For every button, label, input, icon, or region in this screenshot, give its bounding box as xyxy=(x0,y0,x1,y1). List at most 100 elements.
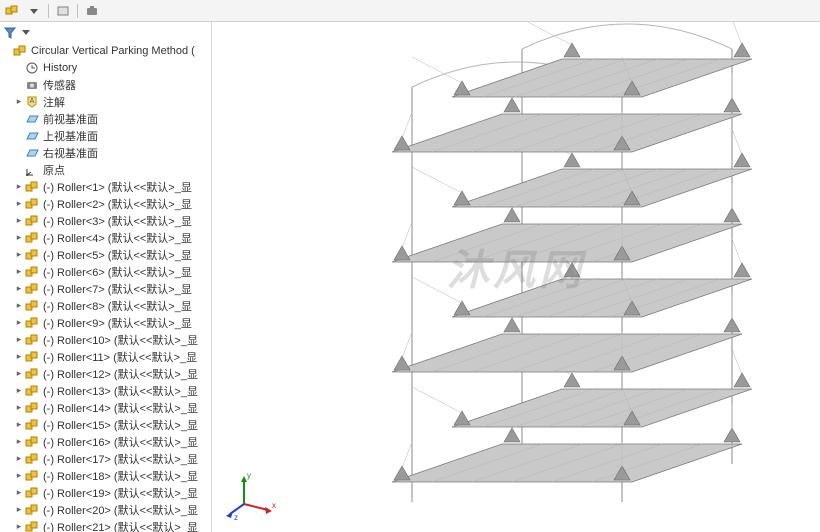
tree-item-roller-3[interactable]: ▸ (-) Roller<3> (默认<<默认>_显 xyxy=(0,212,211,229)
tree-item-roller-15[interactable]: ▸ (-) Roller<15> (默认<<默认>_显 xyxy=(0,416,211,433)
tree-item-history-0[interactable]: History xyxy=(0,59,211,76)
tree-item-annotation-2[interactable]: ▸A注解 xyxy=(0,93,211,110)
tree-expander[interactable]: ▸ xyxy=(14,402,24,413)
tree-root-assembly[interactable]: Circular Vertical Parking Method ( xyxy=(0,42,211,59)
tree-item-label: (-) Roller<2> (默认<<默认>_显 xyxy=(43,196,192,212)
assembly-icon[interactable] xyxy=(4,3,20,19)
tree-item-plane-5[interactable]: 右视基准面 xyxy=(0,144,211,161)
tree-filter-row[interactable] xyxy=(0,24,211,42)
tree-item-roller-8[interactable]: ▸ (-) Roller<8> (默认<<默认>_显 xyxy=(0,297,211,314)
tree-expander[interactable]: ▸ xyxy=(14,249,24,260)
tree-item-roller-7[interactable]: ▸ (-) Roller<7> (默认<<默认>_显 xyxy=(0,280,211,297)
tree-item-roller-20[interactable]: ▸ (-) Roller<20> (默认<<默认>_显 xyxy=(0,501,211,518)
subassembly-icon xyxy=(24,230,40,246)
tree-expander[interactable]: ▸ xyxy=(14,521,24,532)
dropdown-icon[interactable] xyxy=(26,3,42,19)
subassembly-icon xyxy=(24,332,40,348)
dropdown-icon[interactable] xyxy=(21,28,31,38)
tree-item-plane-3[interactable]: 前视基准面 xyxy=(0,110,211,127)
subassembly-icon xyxy=(24,315,40,331)
subassembly-icon xyxy=(24,451,40,467)
tree-item-roller-4[interactable]: ▸(-) Roller<4> (默认<<默认>_显 xyxy=(0,229,211,246)
tree-expander[interactable]: ▸ xyxy=(14,334,24,345)
subassembly-icon xyxy=(24,264,40,280)
tree-item-label: (-) Roller<20> (默认<<默认>_显 xyxy=(43,502,198,518)
subassembly-icon xyxy=(24,213,40,229)
subassembly-icon xyxy=(24,281,40,297)
plane-icon xyxy=(24,128,40,144)
tree-expander[interactable]: ▸ xyxy=(14,351,24,362)
tree-item-label: (-) Roller<6> (默认<<默认>_显 xyxy=(43,264,192,280)
tree-item-roller-19[interactable]: ▸(-) Roller<19> (默认<<默认>_显 xyxy=(0,484,211,501)
view-triad[interactable]: yxz xyxy=(224,460,284,520)
tree-item-label: 原点 xyxy=(43,162,65,178)
tree-expander[interactable]: ▸ xyxy=(14,181,24,192)
tree-item-roller-9[interactable]: ▸ (-) Roller<9> (默认<<默认>_显 xyxy=(0,314,211,331)
tree-expander[interactable]: ▸ xyxy=(14,232,24,243)
tree-expander[interactable]: ▸ xyxy=(14,419,24,430)
sensor-icon xyxy=(24,77,40,93)
part-icon[interactable] xyxy=(55,3,71,19)
subassembly-icon xyxy=(24,179,40,195)
tree-item-label: (-) Roller<8> (默认<<默认>_显 xyxy=(43,298,192,314)
tree-expander[interactable]: ▸ xyxy=(14,436,24,447)
tree-expander[interactable]: ▸ xyxy=(14,215,24,226)
subassembly-icon xyxy=(24,349,40,365)
tree-item-label: History xyxy=(43,62,77,74)
tree-item-roller-6[interactable]: ▸ (-) Roller<6> (默认<<默认>_显 xyxy=(0,263,211,280)
tree-item-roller-21[interactable]: ▸(-) Roller<21> (默认<<默认>_显 xyxy=(0,518,211,532)
subassembly-icon xyxy=(24,434,40,450)
tree-item-label: (-) Roller<16> (默认<<默认>_显 xyxy=(43,434,198,450)
subassembly-icon xyxy=(24,196,40,212)
tree-item-label: (-) Roller<9> (默认<<默认>_显 xyxy=(43,315,192,331)
tree-item-roller-2[interactable]: ▸ (-) Roller<2> (默认<<默认>_显 xyxy=(0,195,211,212)
tree-item-label: 传感器 xyxy=(43,77,76,93)
tree-expander[interactable]: ▸ xyxy=(14,504,24,515)
svg-text:z: z xyxy=(234,513,238,520)
tree-expander[interactable]: ▸ xyxy=(14,487,24,498)
tree-item-roller-13[interactable]: ▸(-) Roller<13> (默认<<默认>_显 xyxy=(0,382,211,399)
history-icon xyxy=(24,60,40,76)
funnel-icon[interactable] xyxy=(2,25,18,41)
tree-item-roller-1[interactable]: ▸(-) Roller<1> (默认<<默认>_显 xyxy=(0,178,211,195)
tree-expander[interactable]: ▸ xyxy=(14,385,24,396)
tree-item-label: (-) Roller<15> (默认<<默认>_显 xyxy=(43,417,198,433)
tree-item-plane-4[interactable]: 上视基准面 xyxy=(0,127,211,144)
subassembly-icon xyxy=(24,383,40,399)
tree-item-roller-10[interactable]: ▸(-) Roller<10> (默认<<默认>_显 xyxy=(0,331,211,348)
tree-expander[interactable]: ▸ xyxy=(14,283,24,294)
svg-text:y: y xyxy=(247,471,251,480)
tree-item-roller-18[interactable]: ▸(-) Roller<18> (默认<<默认>_显 xyxy=(0,467,211,484)
tree-item-label: (-) Roller<3> (默认<<默认>_显 xyxy=(43,213,192,229)
tree-item-roller-5[interactable]: ▸ (-) Roller<5> (默认<<默认>_显 xyxy=(0,246,211,263)
svg-text:A: A xyxy=(30,98,35,105)
tree-expander[interactable]: ▸ xyxy=(14,266,24,277)
assembly-icon xyxy=(12,43,28,59)
tree-item-roller-11[interactable]: ▸(-) Roller<11> (默认<<默认>_显 xyxy=(0,348,211,365)
tree-item-origin-6[interactable]: 原点 xyxy=(0,161,211,178)
tree-expander[interactable]: ▸ xyxy=(14,198,24,209)
tree-item-label: (-) Roller<12> (默认<<默认>_显 xyxy=(43,366,198,382)
subassembly-icon xyxy=(24,417,40,433)
tree-item-roller-16[interactable]: ▸ (-) Roller<16> (默认<<默认>_显 xyxy=(0,433,211,450)
3d-viewport[interactable]: 沐风网 yxz xyxy=(212,22,820,532)
tree-expander[interactable]: ▸ xyxy=(14,96,24,107)
tree-expander[interactable]: ▸ xyxy=(14,368,24,379)
subassembly-icon xyxy=(24,519,40,532)
tree-item-roller-17[interactable]: ▸(-) Roller<17> (默认<<默认>_显 xyxy=(0,450,211,467)
tree-item-roller-14[interactable]: ▸(-) Roller<14> (默认<<默认>_显 xyxy=(0,399,211,416)
tree-expander[interactable]: ▸ xyxy=(14,470,24,481)
subassembly-icon xyxy=(24,247,40,263)
plane-icon xyxy=(24,145,40,161)
tree-expander[interactable]: ▸ xyxy=(14,453,24,464)
tree-expander[interactable]: ▸ xyxy=(14,300,24,311)
toolbar-separator xyxy=(77,4,78,18)
tree-item-label: (-) Roller<5> (默认<<默认>_显 xyxy=(43,247,192,263)
tree-expander[interactable]: ▸ xyxy=(14,317,24,328)
tree-item-roller-12[interactable]: ▸ (-) Roller<12> (默认<<默认>_显 xyxy=(0,365,211,382)
model-canvas xyxy=(212,22,820,532)
tree-item-label: (-) Roller<7> (默认<<默认>_显 xyxy=(43,281,192,297)
tree-item-sensor-1[interactable]: 传感器 xyxy=(0,76,211,93)
origin-icon xyxy=(24,162,40,178)
camera-icon[interactable] xyxy=(84,3,100,19)
